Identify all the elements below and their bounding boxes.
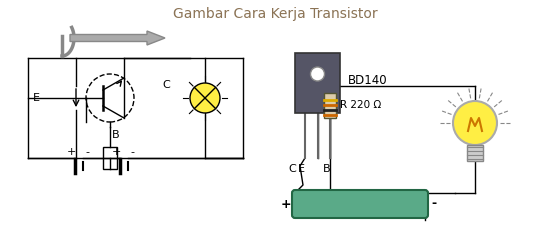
Circle shape xyxy=(190,83,220,113)
Text: +: + xyxy=(66,147,75,157)
Text: -: - xyxy=(85,147,89,157)
Text: +: + xyxy=(111,147,121,157)
Text: C: C xyxy=(288,164,296,174)
Text: C: C xyxy=(162,80,170,90)
Text: BD140: BD140 xyxy=(348,73,387,86)
Circle shape xyxy=(311,67,325,81)
Text: B: B xyxy=(323,164,331,174)
Text: Gambar Cara Kerja Transistor: Gambar Cara Kerja Transistor xyxy=(172,7,377,21)
Text: +: + xyxy=(280,198,291,210)
Bar xyxy=(467,145,483,161)
Text: -: - xyxy=(431,198,436,210)
Text: R 220 Ω: R 220 Ω xyxy=(340,100,381,110)
Circle shape xyxy=(453,101,497,145)
Text: E: E xyxy=(33,93,40,103)
Text: E: E xyxy=(298,164,305,174)
FancyBboxPatch shape xyxy=(292,190,428,218)
Polygon shape xyxy=(295,53,340,113)
Bar xyxy=(324,93,336,118)
Text: -: - xyxy=(130,147,134,157)
Bar xyxy=(103,147,117,169)
Text: B: B xyxy=(112,130,120,140)
FancyArrow shape xyxy=(70,31,165,45)
